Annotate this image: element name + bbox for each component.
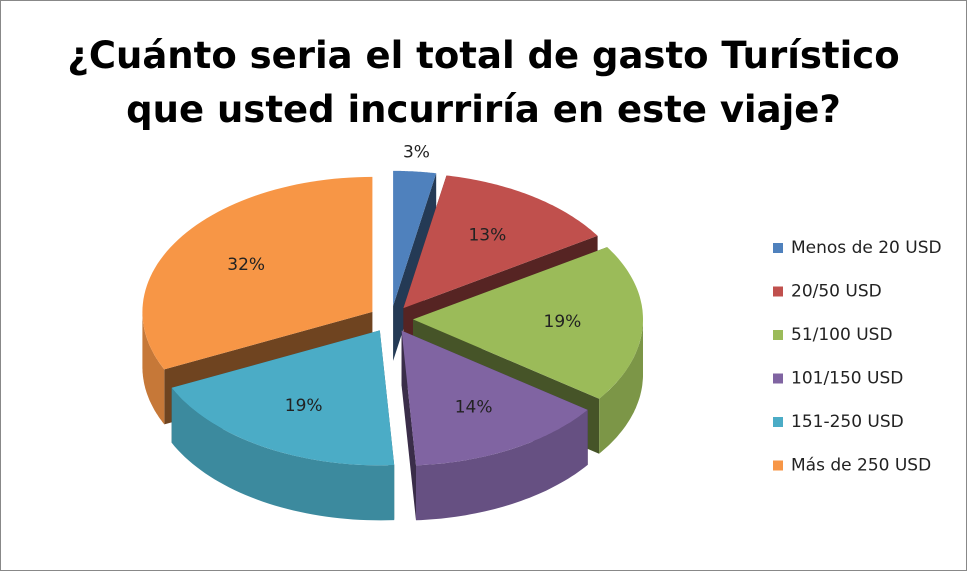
data-label: 32% bbox=[227, 255, 265, 275]
legend-label: 20/50 USD bbox=[791, 282, 882, 302]
data-label: 13% bbox=[468, 226, 506, 246]
chart-title: ¿Cuánto seria el total de gasto Turístic… bbox=[67, 34, 900, 131]
legend-label: 101/150 USD bbox=[791, 369, 903, 389]
legend-swatch bbox=[773, 286, 783, 297]
legend-swatch bbox=[773, 417, 783, 427]
slice-wall bbox=[599, 319, 643, 454]
slice-wall bbox=[171, 387, 395, 521]
data-label: 19% bbox=[544, 312, 582, 332]
legend-label: 151-250 USD bbox=[791, 412, 904, 432]
data-label: 14% bbox=[455, 397, 493, 417]
slice-side bbox=[401, 330, 416, 521]
data-label: 19% bbox=[285, 396, 323, 416]
slice-wall bbox=[416, 409, 588, 521]
legend-swatch bbox=[773, 373, 783, 384]
slice bbox=[142, 176, 373, 370]
slice bbox=[403, 175, 598, 309]
slice bbox=[393, 170, 437, 306]
legend-label: 51/100 USD bbox=[791, 325, 893, 345]
legend-swatch bbox=[773, 330, 783, 340]
legend-swatch bbox=[773, 460, 783, 471]
legend-label: Más de 250 USD bbox=[791, 456, 931, 476]
slice-wall bbox=[142, 311, 165, 425]
data-label: 3% bbox=[403, 143, 430, 163]
legend-swatch bbox=[773, 243, 783, 253]
slice bbox=[171, 330, 395, 466]
legend-label: Menos de 20 USD bbox=[791, 238, 942, 258]
slice bbox=[401, 330, 588, 466]
slice bbox=[413, 247, 643, 399]
